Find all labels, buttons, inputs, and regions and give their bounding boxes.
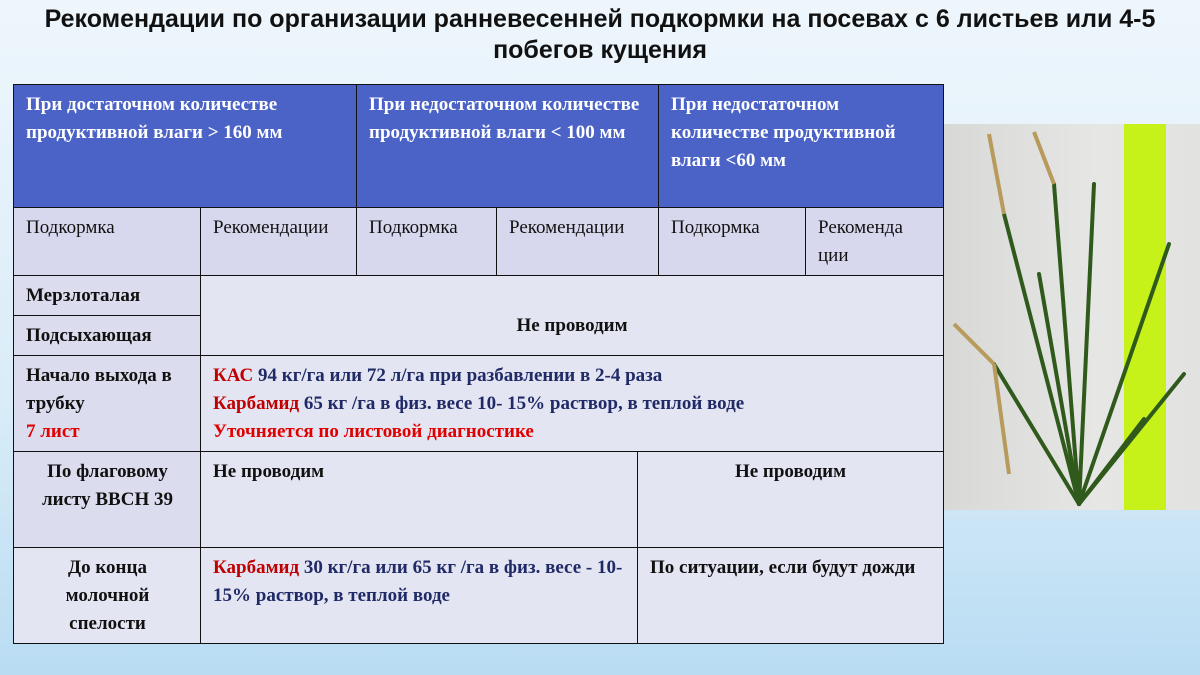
row-label-frozen: Мерзлоталая xyxy=(13,275,202,317)
header-insufficient-60: При недостаточном количестве продуктивно… xyxy=(658,84,944,209)
subheader-feeding-2: Подкормка xyxy=(356,207,498,277)
plant-image xyxy=(952,124,1186,510)
row-label-flag-leaf: По флаговому листу ВВСН 39 xyxy=(13,451,202,549)
slide-title: Рекомендации по организации ранневесенне… xyxy=(44,5,1156,64)
subheader-feeding-1: Подкормка xyxy=(13,207,202,277)
subheader-recommendations-2: Рекомендации xyxy=(496,207,660,277)
diagnostics-note: Уточняется по листовой диагностике xyxy=(213,421,534,442)
leaf-stage: 7 лист xyxy=(26,421,80,442)
kas-dose: 94 кг/га или 72 л/га при разбавлении в 2… xyxy=(253,365,663,386)
tube-label: Начало выхода в трубку xyxy=(26,365,172,414)
carbamide-dose-2: 30 кг/га или 65 кг /га в физ. весе - 10-… xyxy=(213,557,623,606)
row-label-milk: До конца молочной спелости xyxy=(13,547,202,644)
wheat-plant-photo xyxy=(944,124,1200,510)
header-insufficient-100: При недостаточном количестве продуктивно… xyxy=(356,84,660,209)
carbamide-dose: 65 кг /га в физ. весе 10- 15% раствор, в… xyxy=(299,393,745,414)
flag-left-cell: Не проводим xyxy=(200,451,639,549)
subheader-recommendations-3: Рекоменда ции xyxy=(805,207,944,277)
subheader-feeding-3: Подкормка xyxy=(658,207,807,277)
milk-left-cell: Карбамид 30 кг/га или 65 кг /га в физ. в… xyxy=(200,547,639,644)
tube-recommendation: КАС 94 кг/га или 72 л/га при разбавлении… xyxy=(200,355,944,453)
row-label-drying: Подсыхающая xyxy=(13,315,202,357)
subheader-recommendations-1: Рекомендации xyxy=(200,207,358,277)
carbamide-label: Карбамид xyxy=(213,393,300,414)
flag-right-cell: Не проводим xyxy=(637,451,944,549)
no-feeding-cell: Не проводим xyxy=(200,275,944,357)
row-label-tube: Начало выхода в трубку 7 лист xyxy=(13,355,202,453)
header-sufficient-moisture: При достаточном количестве продуктивной … xyxy=(13,84,358,209)
kas-label: КАС xyxy=(213,365,254,386)
carbamide-label-2: Карбамид xyxy=(213,557,300,578)
milk-right-cell: По ситуации, если будут дожди xyxy=(637,547,944,644)
